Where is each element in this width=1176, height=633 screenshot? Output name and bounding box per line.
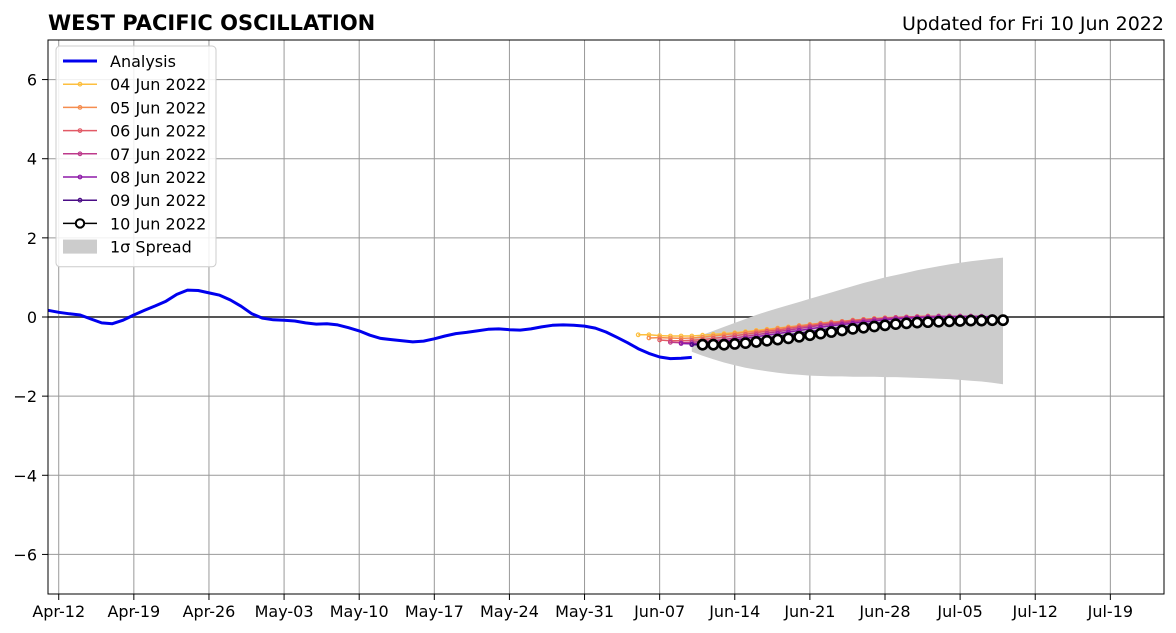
- forecast-point-main: [846, 322, 859, 335]
- forecast-point-main: [750, 336, 763, 348]
- legend-marker-jun07: [77, 151, 83, 157]
- forecast-point-main: [782, 332, 795, 345]
- forecast-point-main: [857, 321, 870, 334]
- forecast-point-main: [793, 330, 806, 343]
- legend-swatch-spread: [63, 239, 97, 254]
- legend-label: 08 Jun 2022: [110, 168, 206, 187]
- x-tick-label: May-31: [555, 602, 614, 621]
- legend-box: [55, 45, 217, 268]
- forecast-point-main: [825, 326, 838, 338]
- forecast-point-jun08: [678, 341, 684, 346]
- x-tick-label: Jun-07: [633, 602, 685, 621]
- forecast-point-main: [814, 327, 827, 340]
- forecast-point-main: [868, 320, 881, 333]
- forecast-point-main: [911, 316, 924, 329]
- x-tick-label: Jul-05: [936, 602, 982, 621]
- x-tick-label: May-03: [255, 602, 314, 621]
- legend-marker-jun05: [77, 104, 83, 110]
- legend-label: Analysis: [110, 52, 176, 71]
- x-tick-label: May-10: [330, 602, 389, 621]
- forecast-point-main: [739, 337, 752, 350]
- chart-subtitle: Updated for Fri 10 Jun 2022: [902, 13, 1164, 35]
- y-tick-label: 4: [27, 150, 37, 169]
- legend: Analysis 04 Jun 2022 05 Jun 2022 06 Jun 202…: [55, 45, 217, 268]
- legend-marker-jun04: [77, 81, 83, 87]
- legend-label: 10 Jun 2022: [110, 214, 206, 233]
- forecast-point-main: [889, 318, 902, 331]
- x-tick-label: Jun-28: [858, 602, 910, 621]
- x-tick-label: Jul-12: [1012, 602, 1058, 621]
- legend-marker-jun09: [77, 197, 83, 203]
- y-tick-label: 6: [27, 71, 37, 90]
- forecast-point-main: [728, 338, 741, 350]
- x-tick-label: Apr-19: [107, 602, 160, 621]
- legend-marker-main: [74, 218, 86, 229]
- forecast-point-main: [771, 333, 784, 346]
- forecast-point-jun05: [667, 335, 673, 341]
- x-tick-label: Jul-19: [1087, 602, 1133, 621]
- forecast-point-jun07: [667, 339, 673, 345]
- forecast-point-main: [761, 334, 773, 347]
- legend-label: 07 Jun 2022: [110, 145, 206, 164]
- series-layer: [47, 288, 1009, 361]
- x-tick-label: Apr-12: [32, 602, 85, 621]
- y-tick-label: 0: [27, 308, 37, 327]
- forecast-point-main: [997, 314, 1009, 327]
- legend-label: 1σ Spread: [110, 238, 192, 257]
- y-tick-label: −6: [13, 545, 37, 564]
- forecast-point-main: [696, 338, 709, 351]
- forecast-point-jun05: [646, 335, 652, 341]
- forecast-point-main: [707, 338, 720, 351]
- y-tick-label: 2: [27, 229, 37, 248]
- forecast-point-main: [803, 329, 816, 342]
- legend-label: 09 Jun 2022: [110, 191, 206, 210]
- legend-label: 06 Jun 2022: [110, 122, 206, 141]
- x-tick-label: Apr-26: [183, 602, 236, 621]
- axes: 6 4 2 0 −2 −4 −6 Apr-12 Apr-19 Apr-26 May-03 May-10…: [13, 39, 1165, 621]
- forecast-point-main: [718, 338, 730, 351]
- legend-marker-jun08: [77, 174, 83, 180]
- y-tick-label: −2: [13, 387, 37, 406]
- forecast-point-main: [932, 315, 945, 328]
- forecast-point-main: [922, 316, 934, 329]
- forecast-point-jun05: [657, 335, 663, 340]
- forecast-point-jun06: [657, 337, 663, 343]
- forecast-point-main: [900, 317, 913, 330]
- forecast-point-jun09: [689, 342, 695, 348]
- forecast-point-main: [879, 319, 891, 332]
- forecast-point-main: [836, 324, 848, 337]
- x-tick-label: May-24: [480, 602, 539, 621]
- legend-label: 04 Jun 2022: [110, 75, 206, 94]
- forecast-point-main: [986, 314, 999, 327]
- forecast-point-main: [943, 315, 956, 328]
- forecast-point-main: [954, 315, 967, 327]
- legend-marker-jun06: [77, 128, 83, 134]
- x-tick-label: May-17: [405, 602, 464, 621]
- analysis-line: [47, 288, 692, 361]
- x-tick-label: Jun-21: [783, 602, 835, 621]
- forecast-point-jun04: [635, 332, 641, 338]
- forecast-point-main: [964, 314, 977, 327]
- forecast-point-main: [975, 314, 988, 327]
- x-tick-label: Jun-14: [708, 602, 760, 621]
- legend-label: 05 Jun 2022: [110, 98, 206, 117]
- y-tick-label: −4: [13, 466, 37, 485]
- chart-title: WEST PACIFIC OSCILLATION: [48, 11, 375, 35]
